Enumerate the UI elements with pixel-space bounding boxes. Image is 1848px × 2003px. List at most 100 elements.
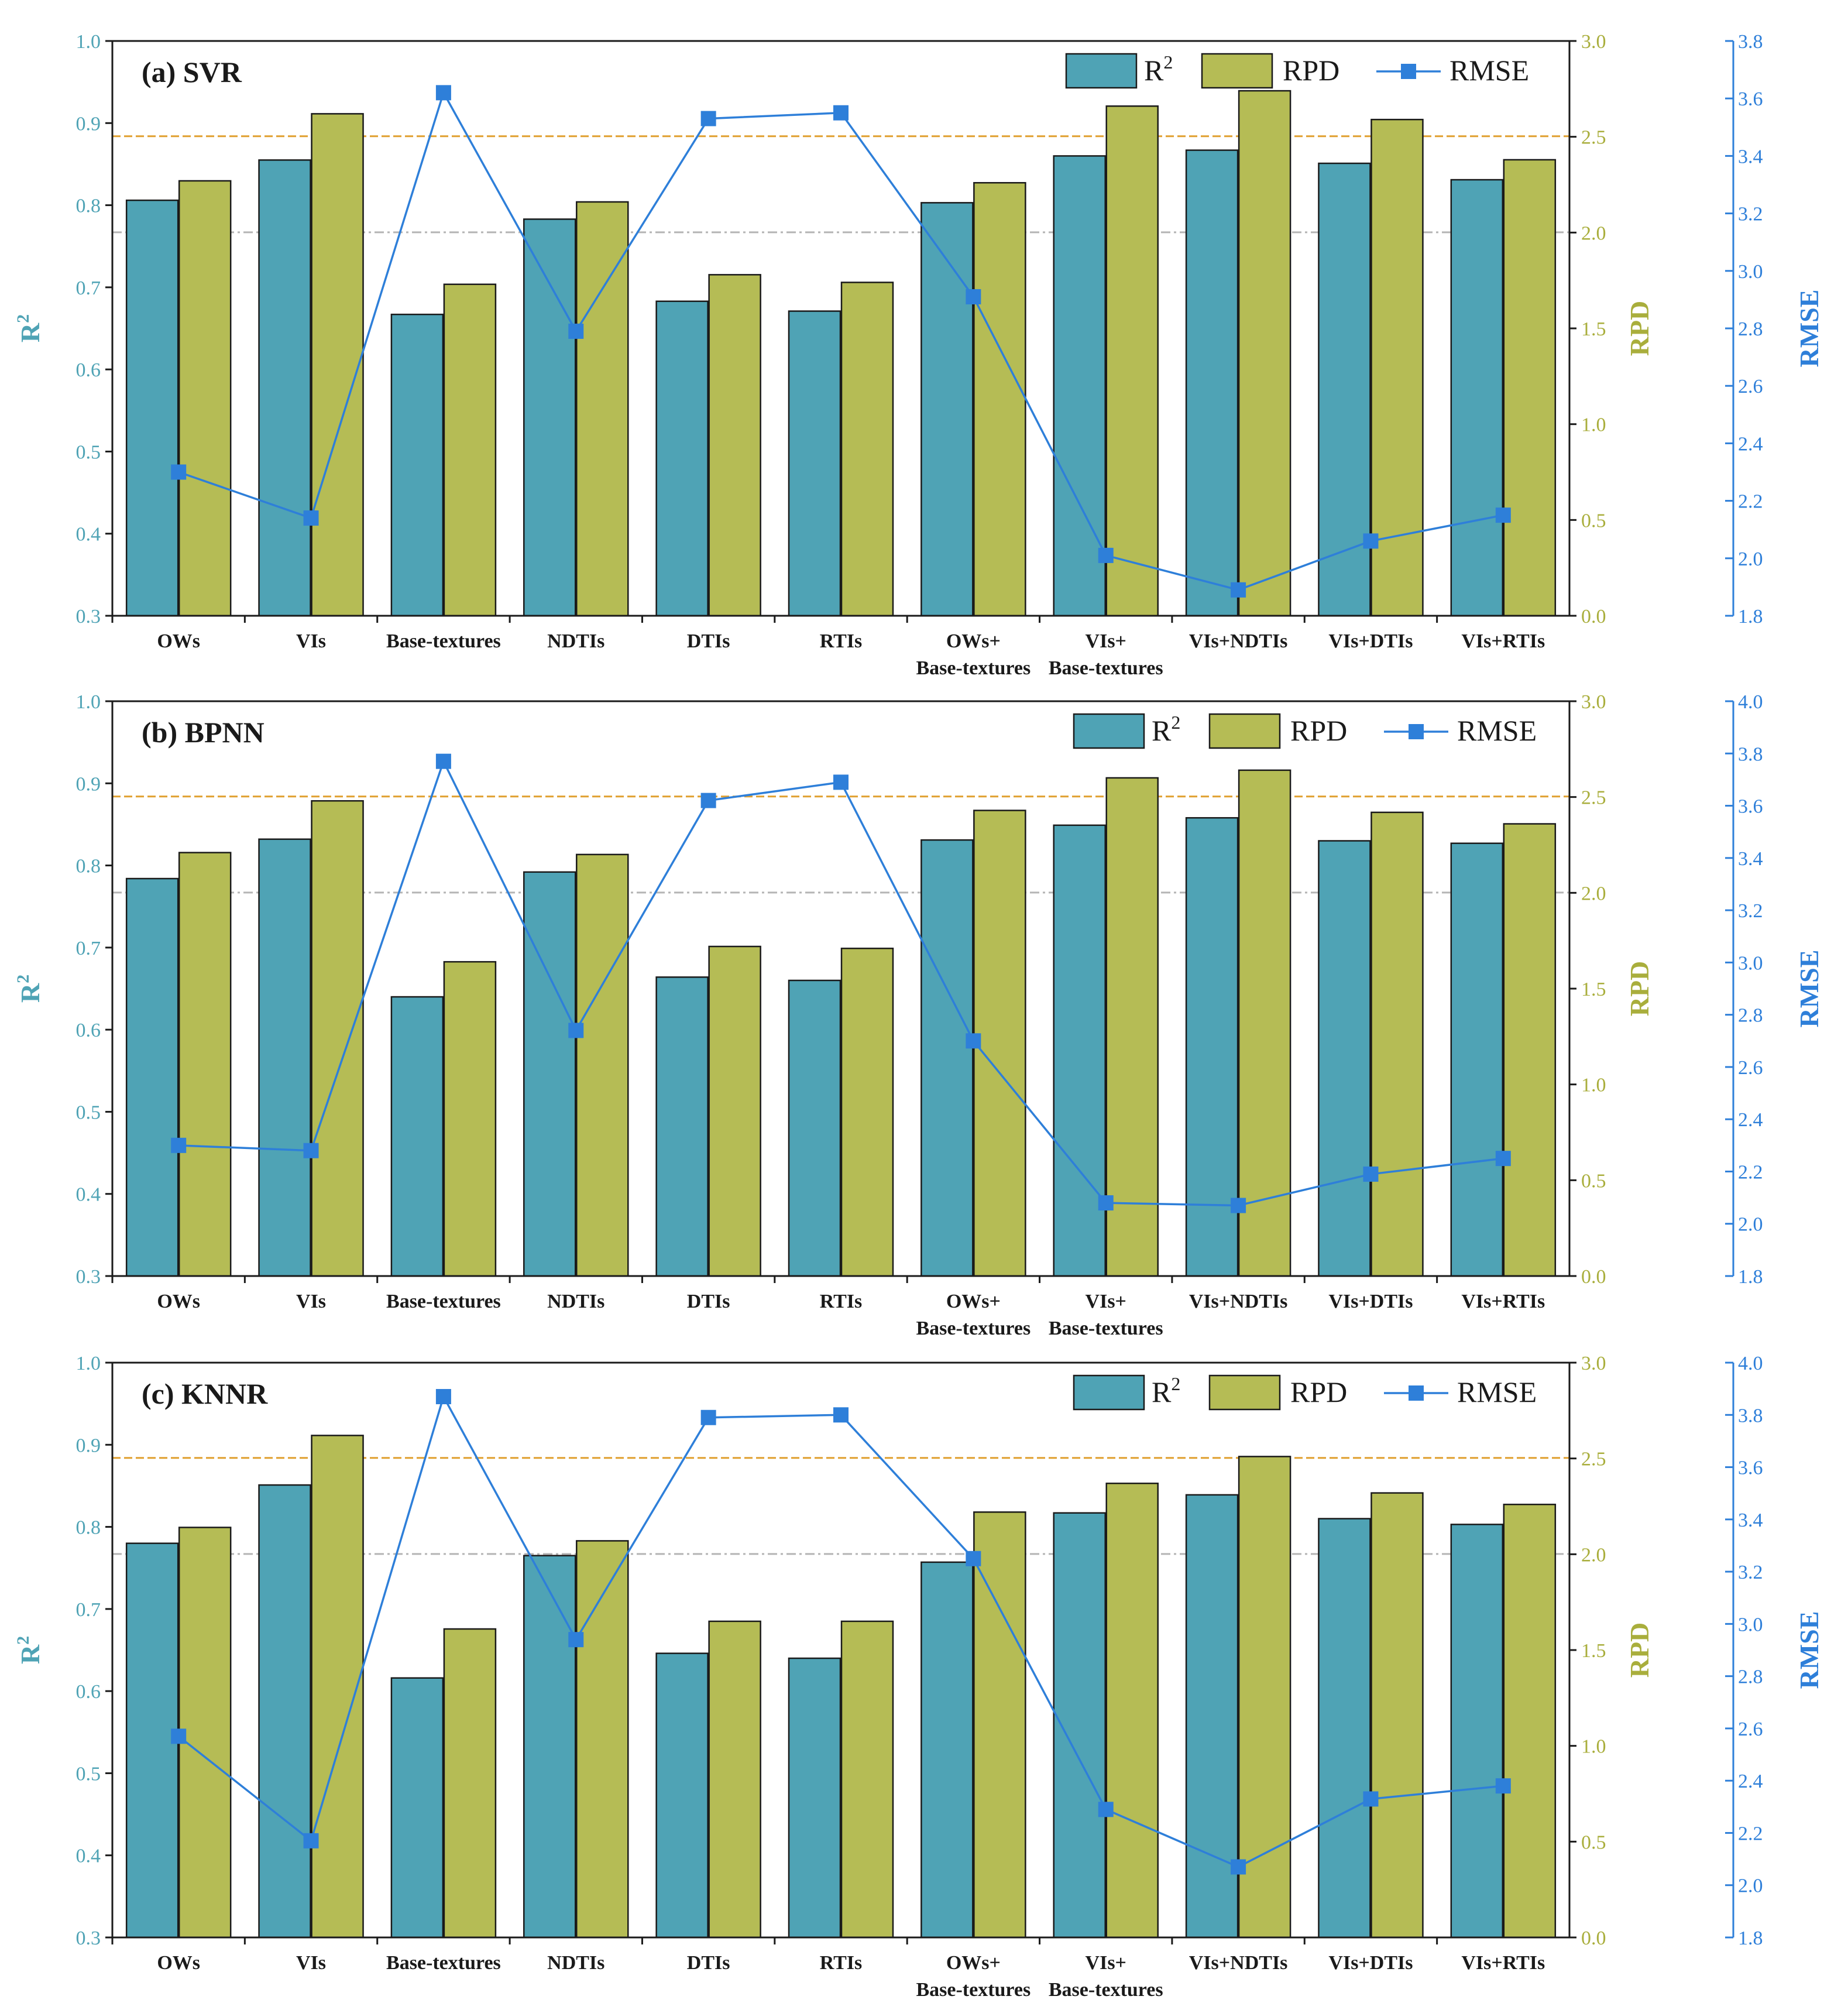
rpd-bar [840,282,894,617]
x-category-label-line: OWs [157,630,200,652]
r2-bar [258,159,311,617]
y3-tick-label: 2.2 [1738,1161,1763,1183]
x-category-label: VIs [296,630,326,652]
x-category-label-line: VIs+DTIs [1328,630,1413,652]
rpd-bar [1238,1456,1291,1939]
x-category-label-line: VIs+ [1086,1952,1126,1974]
legend-label-rpd: RPD [1283,54,1339,87]
chart-panel-svr: 0.30.40.50.60.70.80.91.0R20.00.51.01.52.… [13,31,1824,679]
rmse-marker [1231,1859,1246,1875]
y3-tick-label: 2.4 [1738,433,1763,455]
rmse-marker [171,464,187,480]
y3-tick-label: 2.8 [1738,318,1763,340]
x-category-label-line: VIs+ [1086,1291,1126,1312]
y3-axis-title: RMSE [1794,950,1824,1028]
x-category-label: VIs+NDTIs [1189,1291,1288,1312]
y3-tick-label: 3.0 [1738,1614,1763,1635]
panel-title: (a) SVR [142,56,242,88]
rpd-bar [840,1620,894,1939]
x-category-label-line: Base-textures [1049,657,1163,679]
y-tick-label: 1.0 [76,1353,101,1374]
x-category-label-line: VIs [296,1952,326,1974]
rpd-bar [840,948,894,1277]
rpd-bar [443,283,497,617]
y3-tick-label: 3.4 [1738,1510,1763,1531]
x-category-label: VIs+RTIs [1461,1952,1545,1974]
r2-bar [1450,179,1504,617]
rpd-bar [1105,777,1159,1277]
r2-bar [1318,840,1371,1277]
legend: R2 RPD RMSE [1073,1373,1537,1411]
x-category-label: Base-textures [386,1291,501,1312]
x-category-label: VIs+ Base-textures [1049,1952,1163,2001]
x-category-label: RTIs [820,630,863,652]
y-tick-label: 0.8 [76,1517,101,1539]
rpd-bar [576,201,629,617]
x-category-label: OWs [157,630,200,652]
r2-bar [655,1652,709,1939]
y3-tick-label: 1.8 [1738,1266,1763,1288]
y2-axis-title: RPD [1624,301,1654,356]
rpd-bar [311,800,364,1277]
rpd-bar [1238,769,1291,1277]
rpd-bar [1503,159,1557,617]
rmse-marker [303,1143,319,1158]
rpd-bar [1503,823,1557,1277]
y2-tick-label: 1.5 [1581,318,1606,340]
y3-tick-label: 3.6 [1738,1457,1763,1479]
x-category-label: NDTIs [547,630,604,652]
x-category-label-line: DTIs [687,1952,730,1974]
rpd-bar [708,274,761,617]
x-category-label-line: OWs [157,1952,200,1974]
y-tick-label: 0.5 [76,441,101,463]
rpd-bar [178,852,232,1277]
rpd-bar [311,113,364,617]
r2-bar [390,996,444,1277]
rpd-bar [576,1540,629,1939]
rmse-marker [435,85,451,101]
x-category-label-line: Base-textures [916,1318,1031,1339]
x-category-label: RTIs [820,1291,863,1312]
y-tick-label: 0.4 [76,1846,101,1867]
legend-label-rpd: RPD [1290,1376,1347,1408]
x-category-label: NDTIs [547,1291,604,1312]
x-category-label-line: DTIs [687,1291,730,1312]
r2-bar [1185,149,1239,617]
y-tick-label: 0.5 [76,1102,101,1123]
y3-tick-label: 1.8 [1738,1927,1763,1949]
r2-bar [788,979,841,1277]
chart-panel-bpnn: 0.30.40.50.60.70.80.91.0R20.00.51.01.52.… [13,691,1824,1339]
y-tick-label: 0.5 [76,1763,101,1785]
r2-bar [920,1561,974,1939]
y3-tick-label: 3.8 [1738,31,1763,53]
x-category-label: VIs [296,1291,326,1312]
rmse-marker [1231,582,1246,598]
y2-tick-label: 2.5 [1581,787,1606,809]
r2-bar [1318,1518,1371,1939]
y2-tick-label: 1.0 [1581,1075,1606,1096]
y2-tick-label: 2.0 [1581,883,1606,904]
panel-title: (c) KNNR [142,1377,268,1410]
rmse-marker [1495,507,1511,523]
rmse-marker [966,289,981,304]
x-category-label-line: NDTIs [547,1291,604,1312]
r2-bar [1185,817,1239,1277]
legend-label-r2-sup: 2 [1171,712,1180,733]
y-tick-label: 0.3 [76,1927,101,1949]
r2-bar [258,838,311,1277]
rpd-bar [708,1620,761,1939]
x-category-label: DTIs [687,1291,730,1312]
y-axis-title: R2 [13,975,45,1003]
x-category-label: OWs+ Base-textures [916,1291,1031,1339]
y2-tick-label: 0.5 [1581,510,1606,531]
x-category-label: VIs+NDTIs [1189,1952,1288,1974]
r2-bar [788,1657,841,1939]
legend-label-r2: R2 [1144,52,1173,87]
rpd-bar [1370,1492,1424,1939]
x-category-label-line: VIs+RTIs [1461,1291,1545,1312]
y3-tick-label: 2.6 [1738,1719,1763,1740]
x-category-label: VIs+RTIs [1461,1291,1545,1312]
y2-tick-label: 0.5 [1581,1831,1606,1853]
y2-tick-label: 1.5 [1581,1640,1606,1662]
rmse-marker [833,774,849,790]
